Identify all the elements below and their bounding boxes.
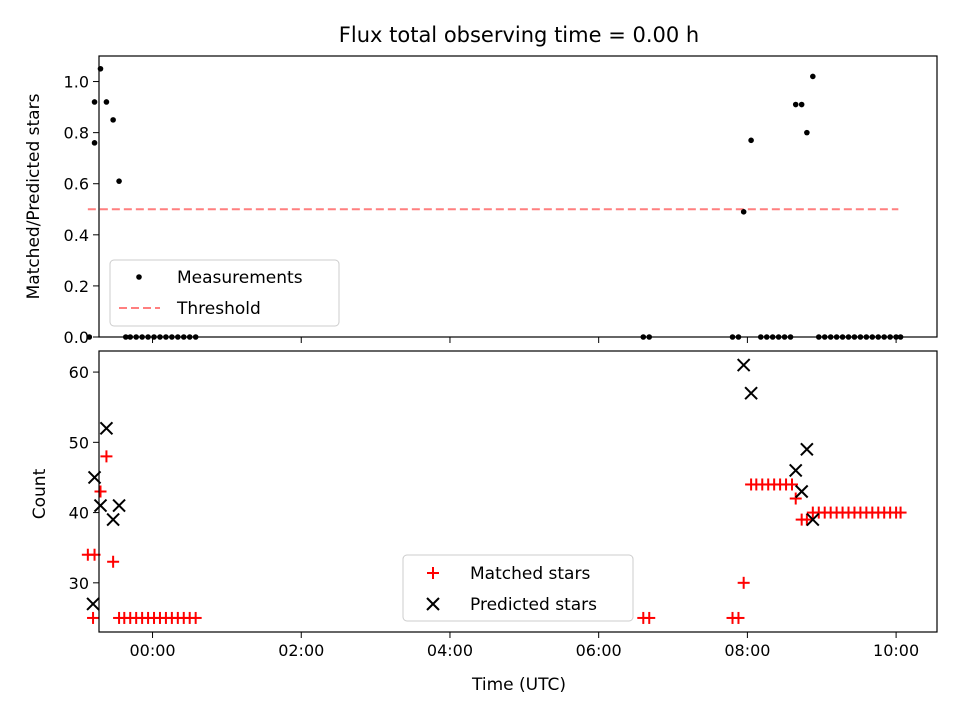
top-chart-title: Flux total observing time = 0.00 h bbox=[339, 23, 699, 47]
top-y-tick-label: 0.8 bbox=[64, 124, 89, 143]
legend-predicted-label: Predicted stars bbox=[470, 595, 597, 615]
top-chart-frame bbox=[98, 55, 938, 338]
bottom-legend-box bbox=[402, 554, 634, 622]
measurements-point bbox=[748, 137, 754, 144]
bottom-x-tick-label: 02:00 bbox=[278, 641, 324, 660]
bottom-chart-y-label: Count bbox=[30, 468, 50, 519]
matched-stars-point bbox=[786, 478, 799, 491]
measurements-point bbox=[91, 99, 98, 105]
legend-measurements-label: Measurements bbox=[177, 268, 303, 288]
legend-measurements-marker bbox=[136, 274, 142, 280]
matched-stars-point bbox=[107, 555, 120, 568]
legend-matched-label: Matched stars bbox=[470, 564, 590, 584]
measurements-point bbox=[91, 140, 98, 146]
bottom-x-tick-label: 08:00 bbox=[724, 641, 770, 660]
bottom-y-tick-label: 40 bbox=[69, 504, 89, 523]
top-chart-y-label: Matched/Predicted stars bbox=[24, 93, 44, 299]
matched-stars-point bbox=[100, 450, 113, 463]
measurements-point bbox=[110, 117, 116, 123]
top-chart-x-axis bbox=[152, 337, 897, 343]
predicted-stars-point bbox=[744, 386, 758, 400]
predicted-stars-point bbox=[112, 498, 126, 513]
bottom-x-tick-label: 00:00 bbox=[129, 641, 175, 660]
legend-matched-marker bbox=[427, 567, 439, 579]
bottom-x-tick-label: 04:00 bbox=[427, 641, 473, 660]
matched-stars-point bbox=[894, 506, 907, 519]
predicted-stars-point bbox=[736, 358, 751, 372]
top-chart: 0.0 0.2 0.4 0.6 0.8 1.0 Matched/Predicted sta… bbox=[24, 55, 938, 347]
legend-threshold-label: Threshold bbox=[176, 299, 261, 319]
measurements-point bbox=[804, 129, 810, 136]
measurements-point bbox=[798, 101, 805, 108]
bottom-x-tick-label: 06:00 bbox=[576, 641, 622, 660]
matched-stars-point bbox=[737, 576, 750, 589]
predicted-stars-point bbox=[794, 484, 809, 499]
predicted-stars-point bbox=[99, 421, 114, 435]
predicted-stars-point bbox=[93, 498, 108, 513]
bottom-y-tick-label: 50 bbox=[69, 433, 89, 452]
matched-stars-point bbox=[800, 513, 813, 526]
bottom-chart-y-axis: 30 40 50 60 bbox=[69, 363, 99, 593]
measurements-point bbox=[740, 209, 747, 215]
top-y-tick-label: 0.4 bbox=[64, 226, 89, 245]
top-chart-legend: Measurements Threshold bbox=[109, 259, 340, 327]
matched-stars-point bbox=[94, 485, 107, 498]
predicted-stars-point bbox=[106, 512, 120, 527]
top-y-tick-label: 0.2 bbox=[64, 277, 89, 296]
top-y-tick-label: 1.0 bbox=[64, 73, 89, 92]
predicted-stars-point bbox=[86, 597, 100, 611]
measurements-point bbox=[810, 73, 816, 80]
predicted-stars-point bbox=[800, 442, 814, 457]
bottom-x-tick-label: 10:00 bbox=[873, 641, 919, 660]
matched-stars-point bbox=[732, 611, 745, 624]
measurements-point bbox=[792, 101, 799, 108]
top-y-tick-label: 0.0 bbox=[64, 328, 89, 347]
matched-stars-point bbox=[789, 492, 802, 505]
matched-stars-point bbox=[189, 611, 202, 624]
top-legend-box bbox=[109, 259, 340, 327]
matched-stars-point bbox=[643, 611, 656, 624]
bottom-chart-frame bbox=[98, 350, 938, 633]
bottom-chart-x-axis: 00:00 02:00 04:00 06:00 08:00 10:00 bbox=[129, 632, 919, 660]
measurements-point bbox=[103, 99, 110, 105]
bottom-chart-marks bbox=[81, 358, 907, 624]
bottom-chart-legend: Matched stars Predicted stars bbox=[402, 554, 634, 622]
predicted-stars-point bbox=[789, 463, 803, 478]
measurements-point bbox=[86, 334, 93, 340]
top-chart-y-axis: 0.0 0.2 0.4 0.6 0.8 1.0 bbox=[64, 73, 99, 347]
legend-predicted-marker bbox=[426, 597, 440, 611]
bottom-y-tick-label: 60 bbox=[69, 363, 89, 382]
matched-stars-point bbox=[87, 611, 100, 624]
bottom-chart-x-label: Time (UTC) bbox=[471, 675, 566, 695]
measurements-point bbox=[116, 178, 122, 184]
top-y-tick-label: 0.6 bbox=[64, 175, 89, 194]
predicted-stars-point bbox=[806, 512, 820, 527]
bottom-y-tick-label: 30 bbox=[69, 574, 89, 593]
